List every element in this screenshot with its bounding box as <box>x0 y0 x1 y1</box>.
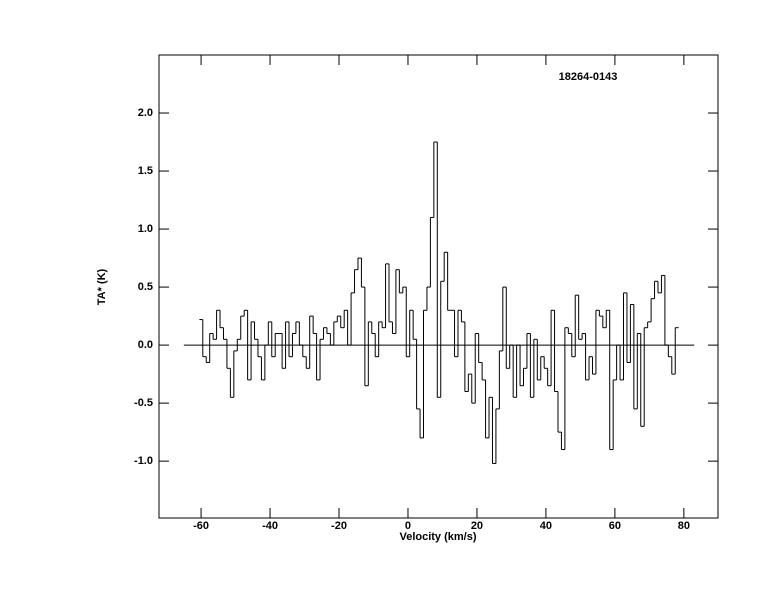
x-axis-label: Velocity (km/s) <box>399 531 476 543</box>
y-tick-label: 1.5 <box>138 165 153 177</box>
y-tick-label: 1.0 <box>138 223 153 235</box>
y-tick-label: 0.0 <box>138 339 153 351</box>
x-tick-label: 0 <box>405 520 411 532</box>
x-tick-label: -40 <box>262 520 278 532</box>
x-tick-label: -60 <box>193 520 209 532</box>
y-axis-label: TA* (K) <box>96 268 108 305</box>
plot-frame <box>158 54 719 519</box>
x-tick-label: 80 <box>678 520 690 532</box>
x-tick-label: 40 <box>540 520 552 532</box>
annotation: 18264-0143 <box>559 71 618 83</box>
x-tick-label: 60 <box>609 520 621 532</box>
y-tick-label: -0.5 <box>134 397 153 409</box>
x-tick-label: 20 <box>471 520 483 532</box>
x-tick-label: -20 <box>331 520 347 532</box>
y-tick-label: 2.0 <box>138 107 153 119</box>
y-tick-label: -1.0 <box>134 455 153 467</box>
y-tick-label: 0.5 <box>138 281 153 293</box>
